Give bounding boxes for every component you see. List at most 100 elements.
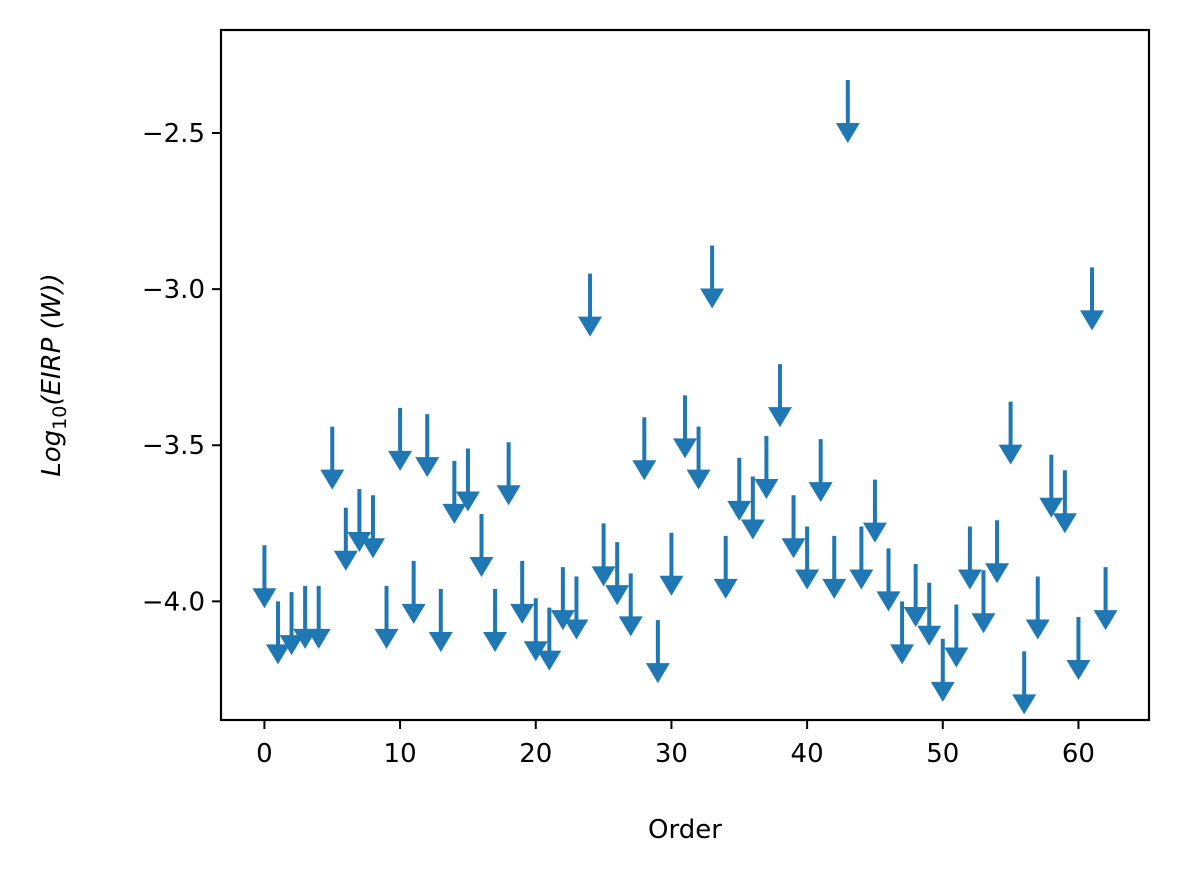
data-point xyxy=(700,245,725,309)
data-point xyxy=(849,526,874,590)
data-point xyxy=(781,495,806,559)
x-tick-label: 0 xyxy=(256,739,273,769)
data-point xyxy=(713,535,738,599)
arrow-head xyxy=(279,635,304,656)
data-point xyxy=(957,526,982,590)
arrow-head xyxy=(700,288,725,309)
data-point xyxy=(862,479,887,543)
data-point xyxy=(401,560,426,624)
data-point xyxy=(265,601,290,665)
arrow-head xyxy=(971,613,996,634)
arrow-head xyxy=(876,591,901,612)
arrow-head xyxy=(496,485,521,506)
data-point xyxy=(1039,454,1064,518)
data-point xyxy=(1093,567,1118,631)
data-point xyxy=(917,582,942,646)
data-point xyxy=(822,535,847,599)
data-point xyxy=(1052,470,1077,534)
arrow-head xyxy=(455,491,480,512)
arrow-head xyxy=(550,610,575,631)
y-axis-title: Log10(EIRP (W)) xyxy=(37,273,71,476)
data-point xyxy=(740,476,765,540)
arrow-head xyxy=(1080,310,1105,331)
data-marks xyxy=(252,80,1118,715)
data-point xyxy=(455,448,480,512)
arrow-head xyxy=(510,603,535,624)
arrow-head xyxy=(930,681,955,702)
data-point xyxy=(1025,576,1050,640)
data-point xyxy=(971,570,996,634)
arrow-head xyxy=(388,450,413,471)
data-point xyxy=(618,573,643,637)
arrow-head xyxy=(890,644,915,665)
y-tick-label: −2.5 xyxy=(142,119,205,149)
data-point xyxy=(550,567,575,631)
arrow-head xyxy=(605,585,630,606)
arrow-head xyxy=(1012,694,1037,715)
data-point xyxy=(876,548,901,612)
arrow-head xyxy=(469,557,494,578)
y-tick-label: −3.5 xyxy=(142,431,205,461)
data-point xyxy=(808,439,833,503)
x-tick-label: 10 xyxy=(384,739,417,769)
arrow-head xyxy=(252,588,277,609)
arrow-head xyxy=(822,578,847,599)
data-point xyxy=(360,495,385,559)
arrow-head xyxy=(360,538,385,559)
data-point xyxy=(659,532,684,596)
data-point xyxy=(1012,651,1037,715)
arrow-head xyxy=(1066,660,1091,681)
data-point xyxy=(578,273,603,337)
plot-frame xyxy=(219,28,1151,722)
data-point xyxy=(428,588,453,652)
data-point xyxy=(930,638,955,702)
x-tick-label: 20 xyxy=(519,739,552,769)
arrow-head xyxy=(1052,513,1077,534)
data-point xyxy=(767,364,792,428)
data-point xyxy=(564,576,589,640)
data-point xyxy=(523,598,548,662)
arrow-head xyxy=(374,628,399,649)
data-point xyxy=(469,514,494,578)
data-point xyxy=(673,395,697,459)
arrow-head xyxy=(483,631,508,652)
data-point xyxy=(252,545,277,609)
data-point xyxy=(632,417,657,481)
arrow-head xyxy=(686,469,711,490)
x-tick-label: 50 xyxy=(926,739,959,769)
arrow-head xyxy=(862,522,887,543)
arrow-head xyxy=(957,569,982,590)
x-tick-label: 40 xyxy=(791,739,824,769)
arrow-head xyxy=(754,478,779,499)
axes: 0 10 20 30 40 50 60 −4.0 −3.5 −3.0 −2.5 Order Log10(… xyxy=(37,28,1151,845)
data-point xyxy=(903,563,928,627)
data-point xyxy=(890,601,915,665)
data-point xyxy=(591,523,616,587)
arrow-head xyxy=(795,569,820,590)
arrow-head xyxy=(673,438,697,459)
arrow-head xyxy=(917,625,942,646)
data-point xyxy=(754,435,779,499)
data-point xyxy=(727,457,752,521)
data-point xyxy=(279,592,304,656)
arrow-head xyxy=(442,503,467,524)
y-tick-label: −4.0 xyxy=(142,587,205,617)
x-tick-label: 30 xyxy=(655,739,688,769)
arrow-head xyxy=(1093,610,1118,631)
arrow-head xyxy=(415,457,440,478)
data-point xyxy=(998,401,1023,465)
arrow-head xyxy=(265,644,290,665)
arrow-head xyxy=(632,460,657,481)
arrow-head xyxy=(320,469,345,490)
arrow-head xyxy=(849,569,874,590)
data-point xyxy=(645,620,670,684)
arrow-head xyxy=(944,647,969,668)
arrow-head xyxy=(659,575,684,596)
y-tick-label: −3.0 xyxy=(142,275,205,305)
data-point xyxy=(388,407,413,471)
arrow-head xyxy=(767,407,792,428)
data-point xyxy=(333,507,358,571)
